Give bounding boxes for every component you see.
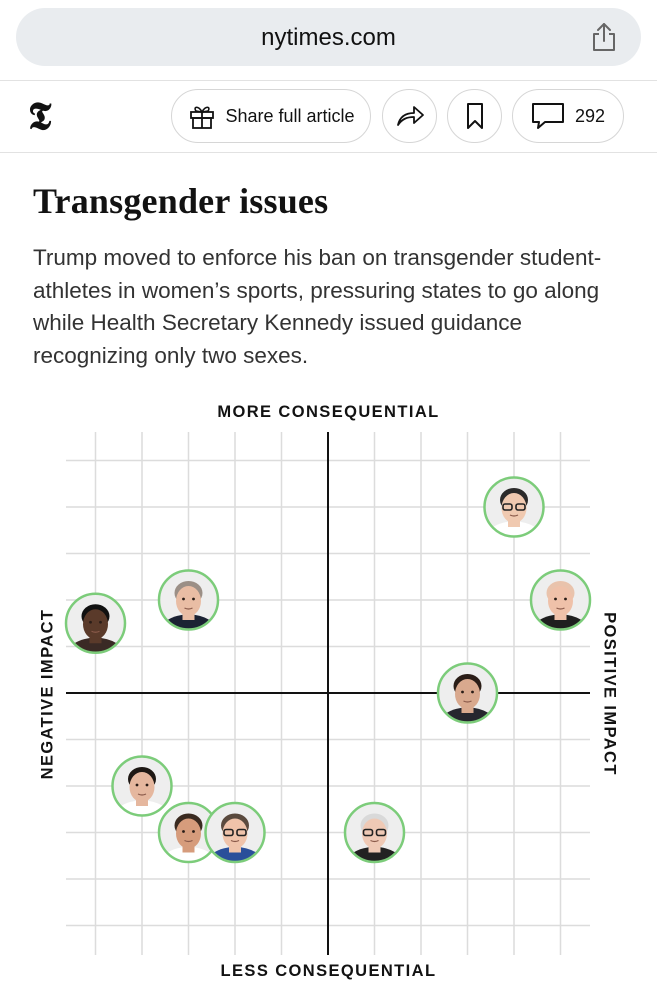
columnist-avatar-point[interactable] (111, 755, 173, 838)
avatar-ring (111, 755, 173, 817)
section-summary: Trump moved to enforce his ban on transg… (33, 245, 602, 368)
avatar-portrait (113, 757, 171, 815)
share-full-article-label: Share full article (225, 105, 355, 126)
comment-count: 292 (574, 105, 606, 126)
share-full-article-button[interactable]: Share full article (171, 89, 371, 143)
gift-icon (190, 106, 215, 129)
avatar-portrait (159, 571, 218, 629)
address-bar[interactable]: nytimes.com (16, 8, 641, 66)
avatar-portrait (206, 803, 264, 862)
avatar-portrait (66, 594, 125, 653)
chart-axes (66, 432, 590, 955)
avatar-portrait (345, 803, 404, 862)
share-button[interactable] (382, 89, 437, 143)
toolbar-divider (0, 80, 657, 81)
comment-icon (531, 103, 564, 129)
chart-points (64, 476, 592, 885)
avatar-ring (436, 662, 499, 724)
columnist-avatar-point[interactable] (157, 569, 220, 652)
avatar-ring (64, 592, 127, 654)
columnist-avatar-point[interactable] (343, 801, 406, 885)
columnist-avatar-point[interactable] (64, 592, 127, 675)
axis-label-bottom: LESS CONSEQUENTIAL (220, 962, 437, 980)
avatar-portrait (438, 664, 497, 722)
avatar-ring (529, 569, 592, 631)
columnist-avatar-point[interactable] (529, 569, 592, 652)
comments-button[interactable]: 292 (512, 89, 624, 143)
bookmark-button[interactable] (447, 89, 502, 143)
columnist-avatar-point[interactable] (204, 801, 266, 885)
avatar-portrait (485, 478, 543, 536)
avatar-ring (483, 476, 545, 538)
nyt-logo[interactable]: 𝕿 (28, 93, 52, 138)
section-headline: Transgender issues (33, 181, 329, 221)
url-text: nytimes.com (261, 24, 396, 51)
axis-label-top: MORE CONSEQUENTIAL (217, 403, 440, 421)
share-arrow-icon (396, 106, 424, 126)
avatar-ring (204, 801, 266, 864)
bookmark-icon (466, 103, 483, 129)
columnist-avatar-point[interactable] (483, 476, 545, 559)
avatar-portrait (531, 571, 590, 629)
avatar-ring (157, 569, 220, 631)
toolbar-divider (0, 152, 657, 153)
avatar-ring (343, 801, 406, 864)
share-sheet-icon[interactable] (589, 21, 619, 53)
columnist-avatar-point[interactable] (436, 662, 499, 745)
